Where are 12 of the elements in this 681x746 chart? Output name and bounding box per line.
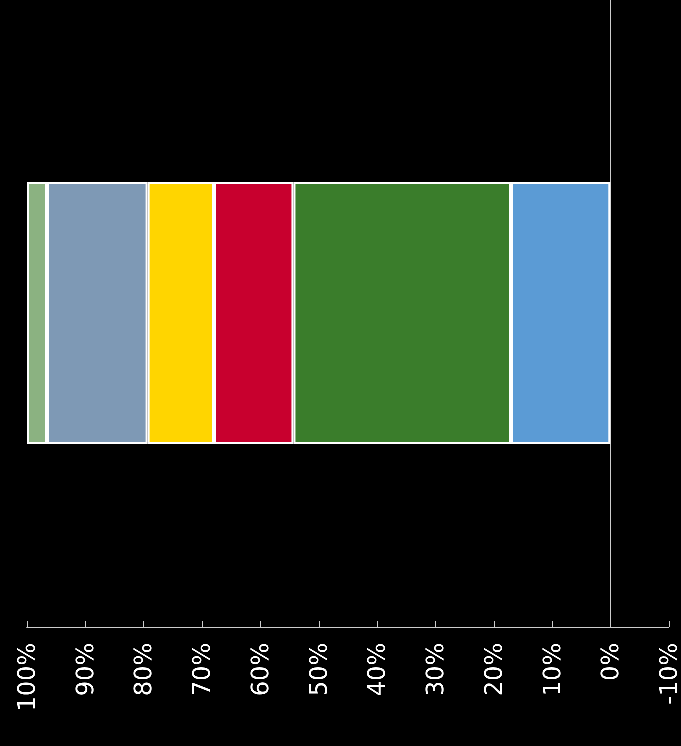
- x-tick-label: 70%: [188, 643, 216, 696]
- x-tick-label: 10%: [538, 643, 566, 696]
- x-tick-label: 100%: [13, 643, 41, 712]
- x-tick-label: 40%: [363, 643, 392, 696]
- x-tick-label: -10%: [655, 643, 681, 706]
- x-tick-label: 80%: [130, 643, 158, 696]
- x-tick-label: 0%: [596, 643, 625, 682]
- x-tick-label: 30%: [422, 643, 450, 696]
- x-tick-label: 20%: [480, 643, 508, 696]
- x-tick-label: 60%: [246, 643, 274, 696]
- x-tick-label: 90%: [71, 643, 100, 696]
- x-tick-label: 50%: [304, 643, 333, 696]
